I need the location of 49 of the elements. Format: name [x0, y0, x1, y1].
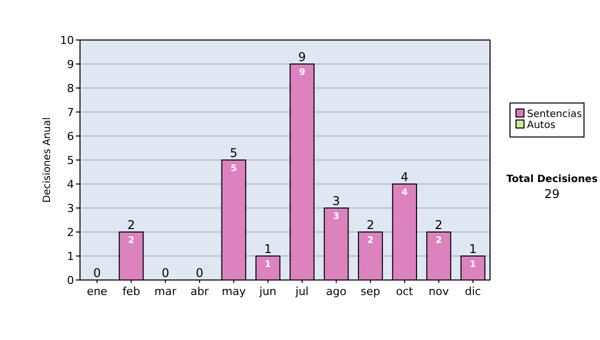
data-label: 4	[401, 188, 408, 198]
y-tick-label: 10	[60, 34, 74, 47]
x-tick-label: feb	[122, 285, 140, 298]
total-label: 1	[264, 242, 272, 256]
y-axis-title: Decisiones Anual	[42, 117, 53, 203]
data-label: 1	[264, 260, 272, 270]
data-label: 5	[230, 164, 237, 174]
x-tick-label: ene	[86, 285, 108, 298]
y-tick-label: 4	[67, 178, 74, 191]
legend-label: Autos	[527, 120, 556, 131]
total-label: 0	[162, 266, 170, 280]
y-tick-label: 7	[67, 106, 74, 119]
data-label: 9	[298, 68, 306, 78]
total-label: 4	[400, 170, 408, 184]
total-label: 3	[332, 194, 340, 208]
x-tick-label: mar	[154, 285, 177, 298]
x-tick-label: dic	[464, 285, 481, 298]
x-tick-label: abr	[190, 285, 210, 298]
x-tick-label: jul	[294, 285, 309, 298]
data-label: 2	[436, 236, 442, 246]
x-tick-label: may	[222, 285, 246, 298]
y-tick-label: 3	[67, 202, 74, 215]
x-tick-label: oct	[396, 285, 414, 298]
total-label: 0	[196, 266, 204, 280]
total-label: 5	[230, 146, 238, 160]
x-tick-label: ago	[326, 285, 347, 298]
y-tick-label: 9	[67, 58, 74, 71]
total-label: 2	[127, 218, 136, 232]
data-label: 3	[333, 212, 340, 222]
total-label: 2	[434, 218, 443, 232]
y-tick-label: 0	[67, 274, 74, 287]
y-tick-label: 6	[67, 130, 74, 143]
data-label: 1	[470, 260, 476, 270]
total-label: 2	[366, 218, 374, 232]
legend-label: Sentencias	[527, 109, 582, 120]
x-tick-label: jun	[258, 285, 276, 298]
total-label: 9	[298, 50, 306, 64]
text: 29	[544, 187, 560, 201]
data-label: 2	[367, 236, 374, 246]
text: Total Decisiones	[506, 174, 598, 185]
y-tick-label: 2	[67, 226, 74, 239]
x-tick-label: sep	[360, 285, 380, 298]
y-tick-label: 5	[67, 154, 74, 167]
y-tick-label: 1	[67, 250, 74, 263]
total-label: 1	[469, 242, 477, 256]
y-tick-label: 8	[67, 82, 74, 95]
x-tick-label: nov	[428, 285, 450, 298]
data-label: 2	[128, 236, 134, 246]
total-label: 0	[93, 266, 101, 280]
